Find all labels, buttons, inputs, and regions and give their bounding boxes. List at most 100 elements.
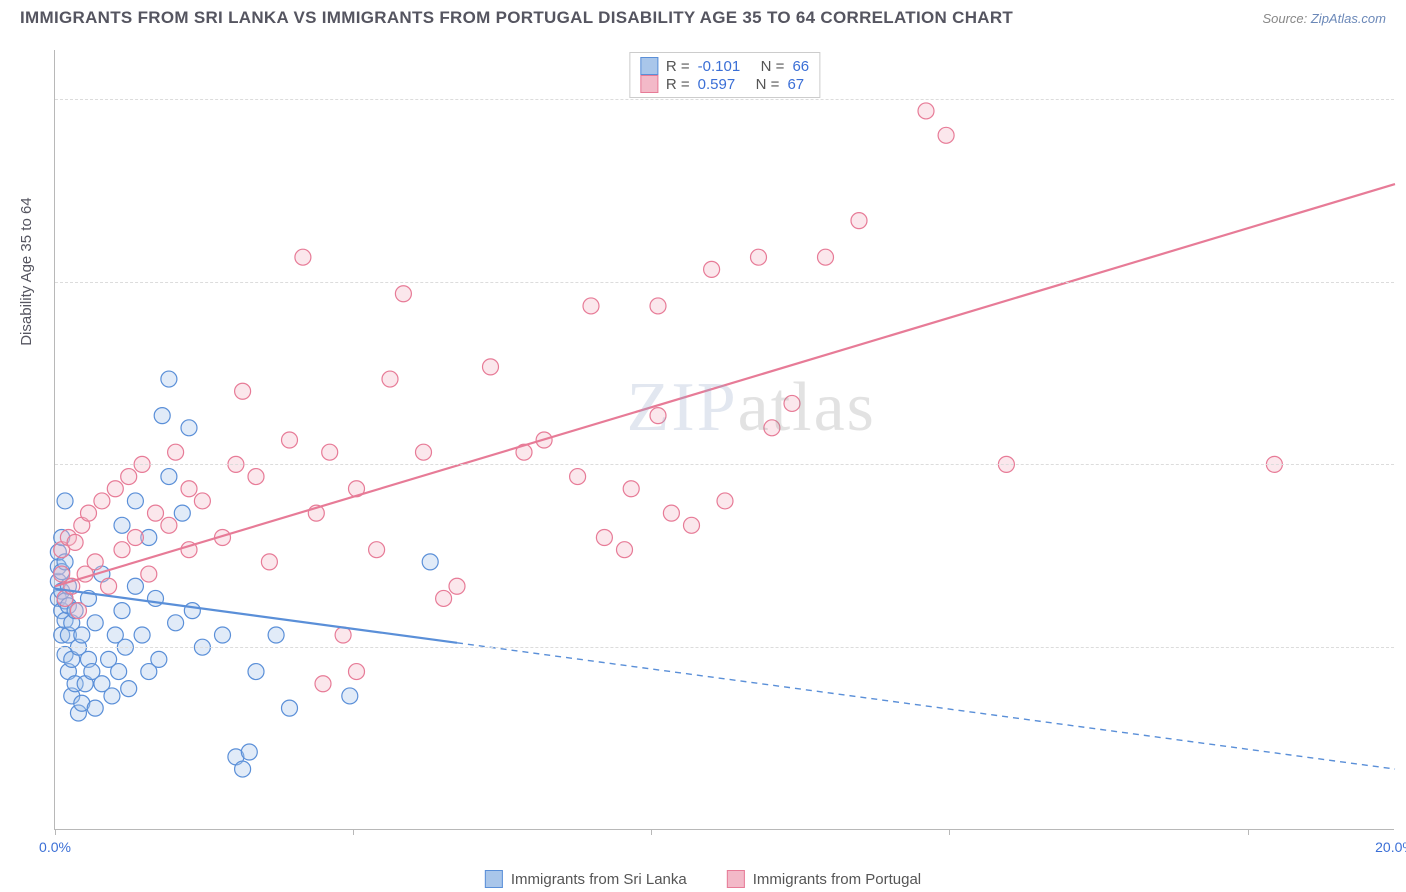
data-point — [94, 493, 110, 509]
data-point — [282, 432, 298, 448]
data-point — [161, 469, 177, 485]
data-point — [127, 530, 143, 546]
data-point — [617, 542, 633, 558]
x-tick-label: 20.0% — [1375, 839, 1406, 855]
legend-label: Immigrants from Portugal — [753, 871, 921, 888]
data-point — [121, 469, 137, 485]
data-point — [161, 517, 177, 533]
gridline — [55, 282, 1394, 283]
data-point — [81, 505, 97, 521]
data-point — [596, 530, 612, 546]
data-point — [704, 261, 720, 277]
legend-series: Immigrants from Sri Lanka Immigrants from… — [485, 870, 921, 888]
x-tick-mark — [949, 829, 950, 835]
data-point — [751, 249, 767, 265]
data-point — [583, 298, 599, 314]
stat-n-label: N = — [748, 58, 784, 75]
trend-line-dashed — [457, 643, 1395, 769]
data-point — [248, 469, 264, 485]
data-point — [121, 681, 137, 697]
legend-swatch — [485, 870, 503, 888]
source-citation: Source: ZipAtlas.com — [1262, 11, 1386, 26]
data-point — [104, 688, 120, 704]
source-prefix: Source: — [1262, 11, 1310, 26]
data-point — [851, 213, 867, 229]
data-point — [127, 578, 143, 594]
legend-stat-row: R = 0.597 N = 67 — [640, 75, 809, 93]
data-point — [67, 534, 83, 550]
data-point — [335, 627, 351, 643]
data-point — [215, 627, 231, 643]
x-tick-mark — [55, 829, 56, 835]
data-point — [650, 298, 666, 314]
data-point — [342, 688, 358, 704]
data-point — [101, 578, 117, 594]
stat-r-label: R = — [666, 58, 690, 75]
data-point — [194, 493, 210, 509]
x-tick-mark — [353, 829, 354, 835]
data-point — [141, 566, 157, 582]
data-point — [315, 676, 331, 692]
data-point — [107, 481, 123, 497]
data-point — [114, 603, 130, 619]
data-point — [422, 554, 438, 570]
data-point — [168, 444, 184, 460]
data-point — [181, 481, 197, 497]
data-point — [369, 542, 385, 558]
data-point — [70, 603, 86, 619]
data-point — [114, 517, 130, 533]
trend-line-solid — [55, 184, 1395, 586]
data-point — [87, 615, 103, 631]
chart-svg — [55, 50, 1394, 829]
x-tick-mark — [1248, 829, 1249, 835]
gridline — [55, 99, 1394, 100]
legend-item: Immigrants from Portugal — [727, 870, 921, 888]
x-tick-mark — [651, 829, 652, 835]
legend-swatch — [727, 870, 745, 888]
chart-title: IMMIGRANTS FROM SRI LANKA VS IMMIGRANTS … — [20, 8, 1013, 28]
data-point — [134, 627, 150, 643]
data-point — [436, 590, 452, 606]
stat-n-value: 66 — [792, 58, 809, 75]
data-point — [818, 249, 834, 265]
data-point — [248, 664, 264, 680]
data-point — [684, 517, 700, 533]
data-point — [268, 627, 284, 643]
legend-label: Immigrants from Sri Lanka — [511, 871, 687, 888]
data-point — [938, 127, 954, 143]
plot-area: ZIPatlas R = -0.101 N = 66R = 0.597 N = … — [54, 50, 1394, 830]
data-point — [918, 103, 934, 119]
data-point — [235, 761, 251, 777]
stat-r-value: -0.101 — [698, 58, 741, 75]
stat-r-label: R = — [666, 76, 690, 93]
x-tick-label: 0.0% — [39, 839, 71, 855]
data-point — [764, 420, 780, 436]
data-point — [449, 578, 465, 594]
stat-n-label: N = — [743, 76, 779, 93]
data-point — [154, 408, 170, 424]
data-point — [161, 371, 177, 387]
data-point — [174, 505, 190, 521]
legend-swatch — [640, 57, 658, 75]
data-point — [184, 603, 200, 619]
source-link[interactable]: ZipAtlas.com — [1311, 11, 1386, 26]
stat-r-value: 0.597 — [698, 76, 736, 93]
title-bar: IMMIGRANTS FROM SRI LANKA VS IMMIGRANTS … — [0, 0, 1406, 34]
data-point — [623, 481, 639, 497]
data-point — [87, 700, 103, 716]
data-point — [87, 554, 103, 570]
data-point — [148, 505, 164, 521]
data-point — [261, 554, 277, 570]
data-point — [127, 493, 143, 509]
legend-stat-row: R = -0.101 N = 66 — [640, 57, 809, 75]
data-point — [416, 444, 432, 460]
gridline — [55, 647, 1394, 648]
data-point — [295, 249, 311, 265]
data-point — [349, 664, 365, 680]
data-point — [322, 444, 338, 460]
data-point — [74, 627, 90, 643]
legend-stats: R = -0.101 N = 66R = 0.597 N = 67 — [629, 52, 820, 98]
data-point — [241, 744, 257, 760]
y-axis-label: Disability Age 35 to 64 — [18, 197, 35, 345]
data-point — [282, 700, 298, 716]
